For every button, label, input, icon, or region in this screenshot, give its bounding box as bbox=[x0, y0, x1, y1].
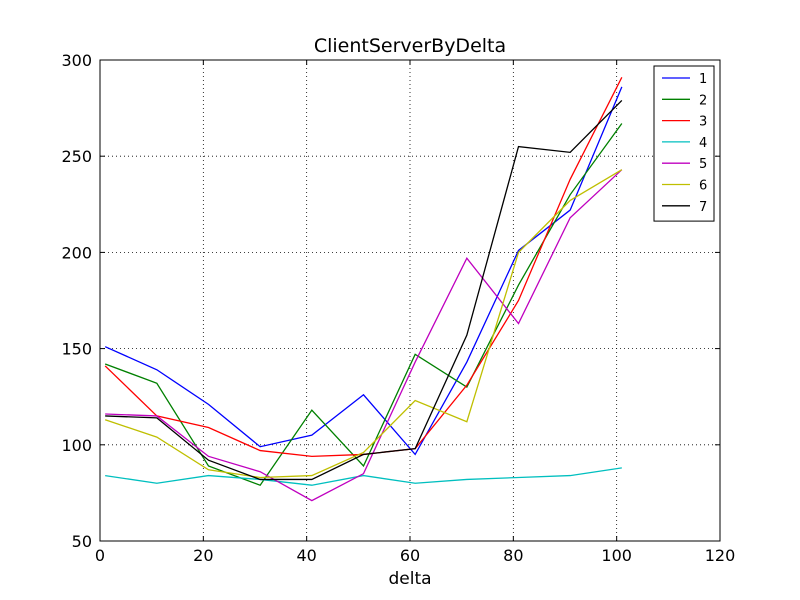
x-tick-label: 20 bbox=[193, 546, 213, 565]
x-tick-label: 60 bbox=[400, 546, 420, 565]
legend-label-2: 2 bbox=[699, 93, 707, 108]
y-tick-label: 50 bbox=[72, 532, 92, 551]
legend-label-6: 6 bbox=[699, 179, 707, 194]
axis-ticks: 0 20 40 60 80 100 120 50 100 150 200 250 300 bbox=[61, 51, 735, 565]
y-tick-label: 150 bbox=[61, 340, 92, 359]
series-line-6 bbox=[104, 169, 623, 479]
x-axis-label: delta bbox=[388, 569, 431, 589]
legend-label-5: 5 bbox=[699, 157, 707, 172]
x-tick-label: 40 bbox=[296, 546, 316, 565]
chart-title: ClientServerByDelta bbox=[314, 35, 506, 57]
series-line-4 bbox=[105, 467, 622, 486]
series-line-2 bbox=[104, 123, 623, 486]
legend-box bbox=[653, 65, 715, 222]
y-tick-label: 100 bbox=[61, 436, 92, 455]
x-tick-label: 120 bbox=[705, 546, 736, 565]
grid bbox=[100, 60, 720, 541]
legend-label-3: 3 bbox=[699, 115, 707, 130]
series-lines bbox=[104, 77, 623, 502]
legend-label-4: 4 bbox=[699, 136, 707, 151]
x-tick-label: 0 bbox=[95, 546, 105, 565]
y-tick-label: 300 bbox=[61, 51, 92, 70]
y-tick-label: 250 bbox=[61, 147, 92, 166]
legend: 1 2 3 4 5 6 7 bbox=[653, 65, 715, 222]
x-tick-label: 100 bbox=[601, 546, 632, 565]
series-line-1 bbox=[104, 86, 623, 456]
x-tick-label: 80 bbox=[503, 546, 523, 565]
legend-label-7: 7 bbox=[699, 200, 707, 215]
series-line-7 bbox=[105, 99, 623, 481]
series-line-3 bbox=[104, 77, 623, 457]
legend-label-1: 1 bbox=[699, 72, 707, 87]
y-tick-label: 200 bbox=[61, 243, 92, 262]
series-line-5 bbox=[105, 169, 623, 502]
